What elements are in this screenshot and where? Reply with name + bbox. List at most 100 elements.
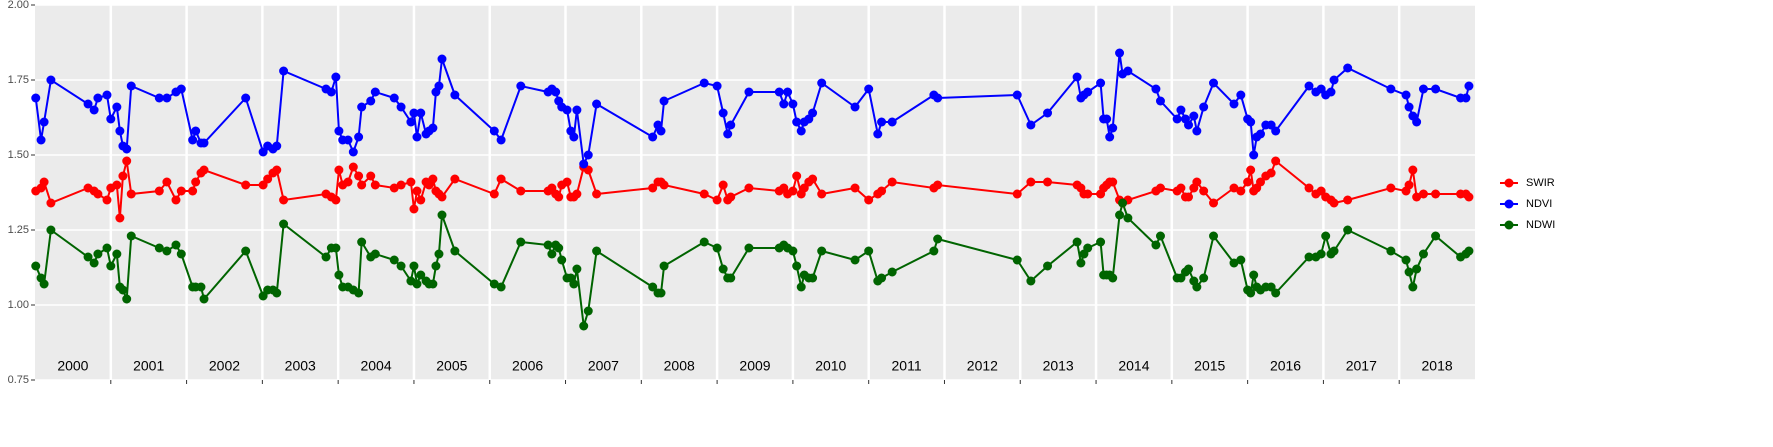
data-point: [126, 231, 136, 241]
data-point: [1209, 78, 1219, 88]
data-point: [1176, 183, 1186, 193]
data-point: [850, 183, 860, 193]
data-point: [792, 261, 802, 271]
data-point: [547, 249, 557, 259]
data-point: [409, 204, 419, 214]
x-tick-label: 2017: [1346, 358, 1377, 374]
data-point: [817, 189, 827, 199]
data-point: [1155, 231, 1165, 241]
data-point: [1304, 81, 1314, 91]
data-point: [718, 180, 728, 190]
data-point: [792, 171, 802, 181]
data-point: [1404, 102, 1414, 112]
x-tick-label: 2011: [892, 358, 922, 374]
y-tick-label: 1.75: [8, 74, 29, 86]
data-point: [416, 195, 426, 205]
data-point: [106, 261, 116, 271]
data-point: [366, 96, 376, 106]
data-point: [122, 156, 132, 166]
data-point: [1321, 231, 1331, 241]
data-point: [933, 93, 943, 103]
data-point: [1072, 72, 1082, 82]
data-point: [1386, 246, 1396, 256]
data-point: [1192, 177, 1202, 187]
data-point: [1043, 261, 1053, 271]
data-point: [1012, 90, 1022, 100]
data-point: [1012, 255, 1022, 265]
data-point: [199, 294, 209, 304]
data-point: [196, 282, 206, 292]
data-point: [191, 126, 201, 136]
data-point: [412, 132, 422, 142]
data-point: [648, 183, 658, 193]
data-point: [348, 147, 358, 157]
x-tick-label: 2003: [285, 358, 316, 374]
data-point: [1012, 189, 1022, 199]
data-point: [122, 294, 132, 304]
data-point: [659, 261, 669, 271]
data-point: [1096, 78, 1106, 88]
data-point: [370, 249, 380, 259]
data-point: [83, 252, 93, 262]
data-point: [808, 108, 818, 118]
data-point: [112, 102, 122, 112]
data-point: [1199, 186, 1209, 196]
data-point: [354, 132, 364, 142]
data-point: [1083, 243, 1093, 253]
data-point: [572, 105, 582, 115]
data-point: [357, 102, 367, 112]
data-point: [808, 174, 818, 184]
data-point: [370, 180, 380, 190]
x-tick-label: 2006: [512, 358, 543, 374]
data-point: [516, 237, 526, 247]
data-point: [779, 99, 789, 109]
data-point: [656, 126, 666, 136]
data-point: [1243, 177, 1253, 187]
data-point: [199, 138, 209, 148]
data-point: [1404, 267, 1414, 277]
data-point: [496, 135, 506, 145]
data-point: [496, 174, 506, 184]
data-point: [877, 186, 887, 196]
data-point: [1172, 114, 1182, 124]
data-point: [89, 105, 99, 115]
data-point: [1246, 117, 1256, 127]
data-point: [396, 180, 406, 190]
data-point: [1343, 63, 1353, 73]
data-point: [106, 114, 116, 124]
data-point: [434, 249, 444, 259]
data-point: [1401, 90, 1411, 100]
data-point: [1431, 231, 1441, 241]
data-point: [1329, 75, 1339, 85]
data-point: [412, 279, 422, 289]
data-point: [428, 174, 438, 184]
data-point: [712, 195, 722, 205]
data-point: [712, 81, 722, 91]
data-point: [1229, 99, 1239, 109]
data-point: [1246, 165, 1256, 175]
data-point: [788, 246, 798, 256]
data-point: [1123, 213, 1133, 223]
data-point: [1155, 183, 1165, 193]
data-point: [199, 165, 209, 175]
data-point: [1386, 183, 1396, 193]
y-tick-label: 1.25: [8, 224, 29, 236]
data-point: [154, 243, 164, 253]
data-point: [118, 171, 128, 181]
data-point: [1192, 126, 1202, 136]
data-point: [712, 243, 722, 253]
data-point: [162, 246, 172, 256]
data-point: [46, 198, 56, 208]
data-point: [36, 135, 46, 145]
data-point: [1236, 255, 1246, 265]
data-point: [241, 180, 251, 190]
data-point: [1271, 156, 1281, 166]
x-tick-label: 2002: [209, 358, 240, 374]
data-point: [370, 87, 380, 97]
data-point: [83, 99, 93, 109]
data-point: [1072, 237, 1082, 247]
data-point: [39, 279, 49, 289]
data-point: [592, 99, 602, 109]
x-tick-label: 2005: [436, 358, 467, 374]
data-point: [1256, 129, 1266, 139]
